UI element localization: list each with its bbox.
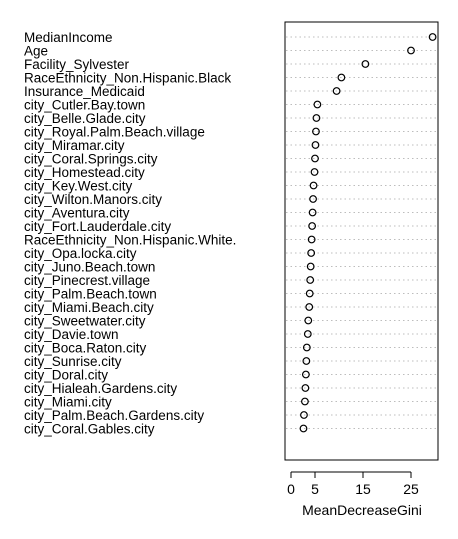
- x-tick-label: 15: [355, 481, 371, 497]
- variable-label: city_Boca.Raton.city: [24, 341, 147, 356]
- variable-label: city_Doral.city: [24, 368, 108, 383]
- data-point: [311, 141, 320, 149]
- x-tick-label: 0: [287, 481, 295, 497]
- variable-label: RaceEthnicity_Non.Hispanic.Black: [24, 71, 231, 86]
- x-tick-label: 25: [403, 481, 419, 497]
- data-point: [361, 60, 370, 68]
- variable-label: Age: [24, 44, 48, 59]
- variable-label: city_Royal.Palm.Beach.village: [24, 125, 205, 140]
- variable-label: city_Davie.town: [24, 327, 119, 342]
- data-point: [299, 424, 308, 433]
- data-point: [302, 357, 311, 365]
- variable-label: city_Cutler.Bay.town: [24, 98, 145, 113]
- data-point: [313, 100, 322, 109]
- x-axis: 0 5 15 25: [287, 471, 419, 497]
- x-tick-label: 5: [311, 481, 319, 497]
- data-point: [332, 87, 341, 95]
- variable-label: city_Miramar.city: [24, 138, 125, 153]
- variable-label: city_Palm.Beach.town: [24, 287, 157, 302]
- variable-label: Facility_Sylvester: [24, 57, 130, 72]
- data-point: [301, 370, 310, 379]
- variable-label: city_Coral.Springs.city: [24, 152, 158, 167]
- variable-label: city_Fort.Lauderdale.city: [24, 219, 171, 234]
- data-point: [310, 168, 319, 176]
- variable-label: Insurance_Medicaid: [24, 84, 145, 99]
- variable-label: city_Juno.Beach.town: [24, 260, 155, 275]
- variable-label: city_Miami.city: [24, 395, 112, 410]
- data-point: [337, 73, 346, 82]
- data-point: [306, 262, 315, 271]
- variable-label: city_Miami.Beach.city: [24, 300, 154, 315]
- data-point: [303, 330, 312, 338]
- variable-label: city_Coral.Gables.city: [24, 422, 155, 437]
- data-point: [300, 411, 308, 419]
- data-point: [312, 114, 321, 122]
- data-point: [308, 208, 317, 217]
- data-point: [306, 276, 315, 284]
- variable-label: city_Wilton.Manors.city: [24, 192, 162, 207]
- data-point: [428, 33, 437, 41]
- variable-label: city_Aventura.city: [24, 206, 130, 221]
- data-point: [311, 154, 319, 163]
- data-point: [309, 181, 318, 190]
- data-point: [307, 235, 316, 244]
- data-point: [305, 289, 314, 298]
- variable-label: city_Palm.Beach.Gardens.city: [24, 408, 204, 423]
- variable-labels: MedianIncomeAgeFacility_SylvesterRaceEth…: [24, 30, 236, 437]
- data-point: [305, 303, 314, 311]
- data-point: [301, 397, 309, 406]
- variable-label: city_Sunrise.city: [24, 354, 122, 369]
- data-point: [304, 316, 313, 325]
- variable-label: city_Homestead.city: [24, 165, 145, 180]
- variable-label: city_Key.West.city: [24, 179, 133, 194]
- variable-label: city_Opa.locka.city: [24, 246, 137, 261]
- variable-label: city_Pinecrest.village: [24, 273, 150, 288]
- data-point: [302, 343, 311, 352]
- plot-frame: [284, 21, 439, 461]
- grid-lines: [286, 36, 437, 429]
- variable-label: city_Belle.Glade.city: [24, 111, 146, 126]
- x-axis-title: MeanDecreaseGini: [302, 502, 422, 518]
- variable-label: MedianIncome: [24, 30, 113, 45]
- data-point: [309, 195, 317, 203]
- data-point: [301, 384, 310, 392]
- variable-label: city_Sweetwater.city: [24, 314, 146, 329]
- data-point: [312, 127, 320, 136]
- data-points: [299, 33, 437, 433]
- data-point: [407, 46, 415, 55]
- variable-label: RaceEthnicity_Non.Hispanic.White.: [24, 233, 236, 248]
- variable-label: city_Hialeah.Gardens.city: [24, 381, 177, 396]
- data-point: [307, 249, 316, 257]
- data-point: [308, 222, 317, 230]
